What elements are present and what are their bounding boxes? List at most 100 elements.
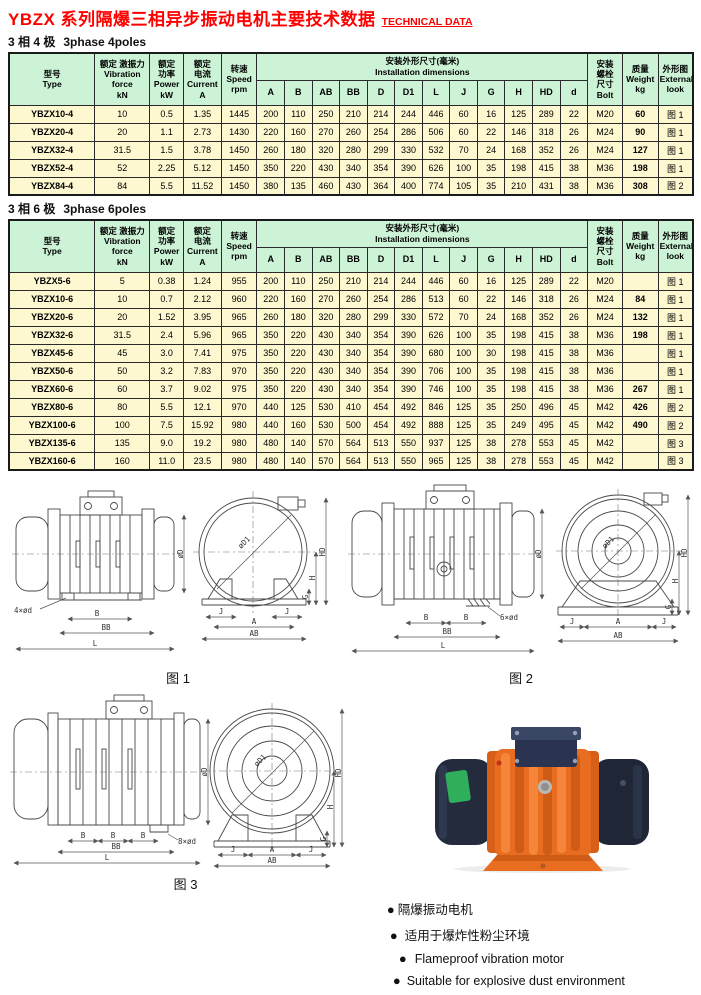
cell-value: 350 [256, 361, 286, 381]
cell-value: 1.52 [149, 307, 185, 327]
cell-value: 1.5 [149, 140, 185, 160]
cell-model: YBZX32-4 [8, 140, 96, 160]
cell-value: 9.0 [149, 433, 185, 453]
cell-value: 706 [421, 361, 451, 381]
cell-value: 254 [366, 289, 396, 309]
table-row: YBZX32-6 31.5 2.4 5.96 965 350 220 430 340 354 390… [8, 325, 694, 345]
cell-value: 图 1 [657, 104, 694, 124]
col-header-dim-J: J [449, 79, 478, 106]
cell-value: 340 [339, 361, 368, 381]
table-row: YBZX10-4 10 0.5 1.35 1445 200 110 250 210 214 244 4… [8, 104, 694, 124]
cell-value: M36 [587, 343, 623, 363]
col-header-dim-B: B [284, 79, 313, 106]
section-6pole-cn: 3 相 6 极 [8, 202, 56, 216]
cell-value: 1.24 [183, 271, 222, 291]
cell-value: 289 [531, 104, 561, 124]
section-6pole-en: 3phase 6poles [63, 202, 147, 216]
cell-value: 350 [256, 379, 286, 399]
figure-1: 4×ød B BB L øD øD1 [8, 477, 348, 687]
cell-value: 220 [256, 289, 286, 309]
cell-value: 38 [476, 433, 506, 453]
cell-value: 22 [559, 104, 589, 124]
cell-value: 492 [394, 397, 423, 417]
cell-model: YBZX45-6 [8, 343, 96, 363]
cell-value: 975 [220, 379, 258, 399]
table-row: YBZX100-6 100 7.5 15.92 980 440 160 530 500 454 49… [8, 415, 694, 435]
cell-model: YBZX60-6 [8, 379, 96, 399]
col-header-dim-J: J [449, 246, 478, 273]
cell-value: 15.92 [183, 415, 222, 435]
cell-value: 286 [394, 289, 423, 309]
svg-text:øD1: øD1 [252, 752, 268, 768]
cell-value: 340 [339, 379, 368, 399]
cell-value: 2.25 [149, 158, 185, 178]
feature-list: ● 隔爆振动电机 ● 适用于爆炸性粉尘环境 ● Flameproof vibra… [387, 892, 694, 995]
cell-value: 22 [476, 122, 506, 142]
svg-text:øD: øD [176, 549, 185, 559]
cell-value: 286 [394, 122, 423, 142]
cell-model: YBZX10-6 [8, 289, 96, 309]
cell-value: 140 [284, 433, 313, 453]
cell-value: 340 [339, 343, 368, 363]
svg-text:4×ød: 4×ød [14, 606, 32, 615]
cell-value: 10 [94, 289, 151, 309]
cell-model: YBZX5-6 [8, 271, 96, 291]
cell-value: 60 [449, 271, 478, 291]
cell-value: 410 [339, 397, 368, 417]
cell-value: 198 [504, 158, 533, 178]
cell-value: 220 [284, 343, 313, 363]
cell-value: 110 [284, 104, 313, 124]
svg-text:G: G [664, 604, 673, 609]
page-subtitle: TECHNICAL DATA [381, 16, 473, 28]
cell-value: 1450 [220, 158, 258, 178]
cell-value: 553 [531, 451, 561, 471]
cell-value: 390 [394, 158, 423, 178]
col-header-weight: 质量 Weight kg [621, 219, 659, 273]
section-4pole-en: 3phase 4poles [63, 35, 147, 49]
cell-value: M24 [587, 289, 623, 309]
cell-value: 937 [421, 433, 451, 453]
cell-value: 980 [220, 415, 258, 435]
col-header-look: 外形图 External look [657, 52, 694, 106]
svg-text:B: B [110, 831, 115, 840]
table-row: YBZX80-6 80 5.5 12.1 970 440 125 530 410 454 492 84… [8, 397, 694, 417]
table-row: YBZX5-6 5 0.38 1.24 955 200 110 250 210 214 244 446… [8, 271, 694, 291]
cell-value: 35 [476, 361, 506, 381]
svg-text:H: H [326, 804, 335, 809]
cell-value: 1.1 [149, 122, 185, 142]
cell-value: 160 [284, 289, 313, 309]
cell-value: 2.12 [183, 289, 222, 309]
cell-value: 1450 [220, 140, 258, 160]
table-6pole: 型号 Type 额定 激振力 Vibration force kN 额定 功率 … [8, 219, 694, 471]
cell-value: 3.2 [149, 361, 185, 381]
cell-value: 446 [421, 271, 451, 291]
cell-weight: 132 [621, 307, 659, 327]
cell-value: M36 [587, 176, 623, 196]
cell-value: 299 [366, 140, 396, 160]
cell-weight: 127 [621, 140, 659, 160]
section-4pole-cn: 3 相 4 极 [8, 35, 56, 49]
cell-value: 160 [284, 122, 313, 142]
cell-value: 975 [220, 343, 258, 363]
page-header: YBZX 系列隔爆三相异步振动电机主要技术数据 TECHNICAL DATA [8, 5, 694, 30]
cell-value: 350 [256, 325, 286, 345]
bottom-row: 8×ød B B B BB L øD øD1 [8, 691, 694, 995]
cell-value: 31.5 [94, 325, 151, 345]
cell-value: M24 [587, 140, 623, 160]
col-header-dim-D1: D1 [394, 246, 423, 273]
cell-value: 965 [421, 451, 451, 471]
cell-value: 30 [476, 343, 506, 363]
cell-value: 图 2 [657, 397, 694, 417]
figure-2-drawing: 6×ød B B BB L øD øD1 [348, 484, 691, 654]
cell-value: 38 [559, 343, 589, 363]
cell-value: 图 1 [657, 379, 694, 399]
svg-text:H: H [671, 578, 680, 583]
cell-value: 318 [531, 289, 561, 309]
cell-value: 2.73 [183, 122, 222, 142]
cell-value: 214 [366, 104, 396, 124]
cell-value: 846 [421, 397, 451, 417]
cell-weight [621, 343, 659, 363]
cell-value: 50 [94, 361, 151, 381]
cell-value: 180 [284, 140, 313, 160]
